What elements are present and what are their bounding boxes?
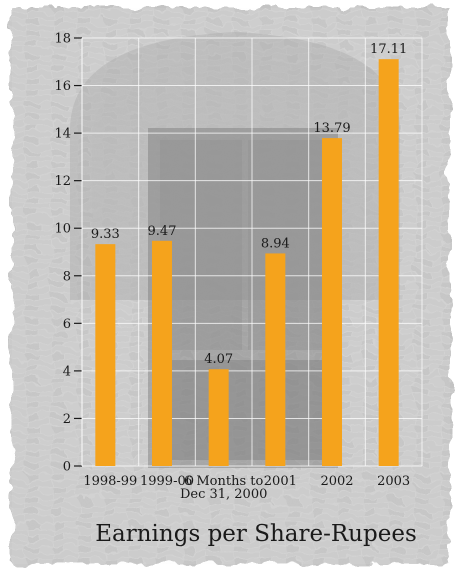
y-tick-label: 10 — [54, 222, 71, 237]
y-tick-label: 0 — [63, 460, 71, 475]
y-tick-label: 12 — [54, 174, 71, 189]
value-label: 4.07 — [204, 352, 233, 367]
value-label: 13.79 — [313, 121, 350, 136]
category-label: 2001 — [264, 474, 297, 489]
category-label: Dec 31, 2000 — [180, 487, 267, 502]
y-tick-label: 14 — [54, 127, 71, 142]
bar — [95, 244, 115, 466]
y-tick-label: 4 — [63, 364, 71, 379]
value-label: 9.33 — [91, 227, 120, 242]
y-tick-label: 8 — [63, 269, 71, 284]
y-tick-label: 16 — [54, 79, 71, 94]
value-label: 8.94 — [261, 236, 290, 251]
y-tick-label: 6 — [63, 317, 71, 332]
value-label: 9.47 — [148, 224, 177, 239]
category-label: 2003 — [377, 474, 410, 489]
bar — [209, 369, 229, 466]
bar — [152, 241, 172, 466]
bar — [265, 253, 285, 466]
bar — [379, 59, 399, 466]
chart-title: Earnings per Share-Rupees — [95, 521, 417, 547]
bar — [322, 138, 342, 466]
y-tick-label: 2 — [63, 412, 71, 427]
category-label: 2002 — [320, 474, 353, 489]
value-label: 17.11 — [370, 42, 407, 57]
y-tick-label: 18 — [54, 32, 71, 47]
category-label: 1998-99 — [83, 474, 137, 489]
